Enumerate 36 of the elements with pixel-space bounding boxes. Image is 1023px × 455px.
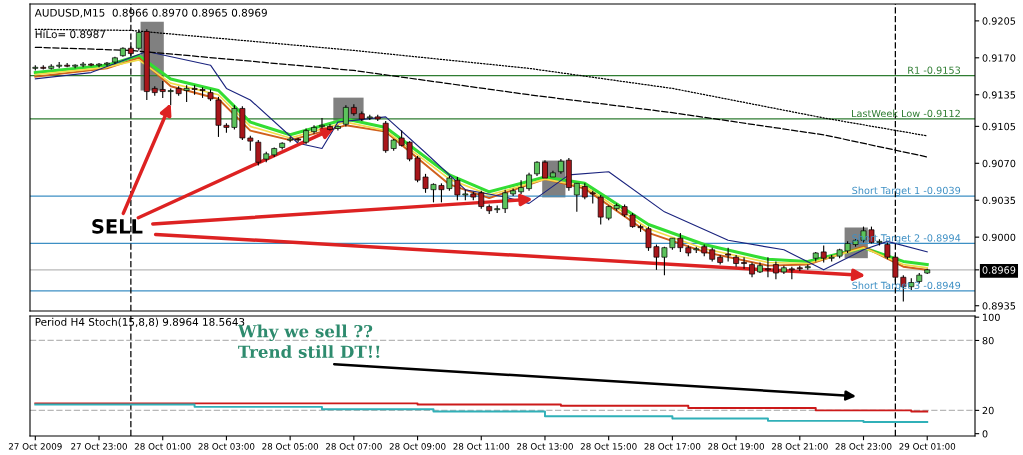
- x-tick-label: 28 Oct 11:00: [453, 443, 510, 450]
- x-tick-label: 28 Oct 01:00: [134, 443, 191, 450]
- x-tick-label: 28 Oct 23:00: [835, 443, 892, 450]
- x-tick-label: 28 Oct 03:00: [198, 443, 255, 450]
- y-tick-label: 0.9035: [982, 196, 1016, 205]
- x-tick-label: 28 Oct 05:00: [262, 443, 319, 450]
- y-tick-label: 0.9135: [982, 91, 1016, 99]
- annotation: Trend still DT!!: [238, 345, 380, 359]
- y-tick-label: 0.8969: [982, 266, 1016, 274]
- y-tick-label: 80: [982, 336, 994, 345]
- x-tick-label: 28 Oct 09:00: [389, 443, 446, 450]
- x-tick-label: 28 Oct 17:00: [644, 443, 701, 450]
- ref-line-label: Short Target 1 -0.9039: [852, 186, 961, 197]
- ref-line-label: R1 -0.9153: [908, 66, 961, 74]
- x-tick-label: 28 Oct 15:00: [580, 443, 637, 450]
- y-tick-label: 100: [983, 313, 1000, 321]
- x-tick-label: 28 Oct 13:00: [517, 443, 573, 450]
- y-tick-label: 20: [982, 406, 994, 415]
- y-tick-label: 0.9070: [982, 159, 1016, 168]
- ref-line-label: LastWeek Low -0.9112: [852, 109, 960, 118]
- x-tick-label: 29 Oct 01:00: [899, 443, 956, 450]
- x-tick-label: 28 Oct 07:00: [325, 443, 382, 450]
- y-tick-label: 0.9205: [982, 17, 1016, 25]
- y-tick-label: 0.8935: [982, 302, 1016, 310]
- x-tick-label: 27 Oct 2009: [8, 443, 62, 450]
- y-tick-label: 0.9105: [982, 122, 1016, 131]
- chart-title: AUDUSD,M15 0.8966 0.8970 0.8965 0.8969: [34, 8, 267, 18]
- x-tick-label: 27 Oct 23:00: [71, 443, 127, 450]
- y-tick-label: 0.9170: [982, 54, 1016, 62]
- annotation: SELL: [92, 219, 143, 234]
- x-tick-label: 28 Oct 21:00: [771, 443, 828, 450]
- y-tick-label: 0: [982, 430, 988, 438]
- annotation: Why we sell ??: [237, 324, 373, 341]
- annotation: HiLo= 0.8987: [35, 30, 106, 39]
- x-tick-label: 28 Oct 19:00: [708, 443, 765, 450]
- y-tick-label: 0.9000: [982, 233, 1016, 241]
